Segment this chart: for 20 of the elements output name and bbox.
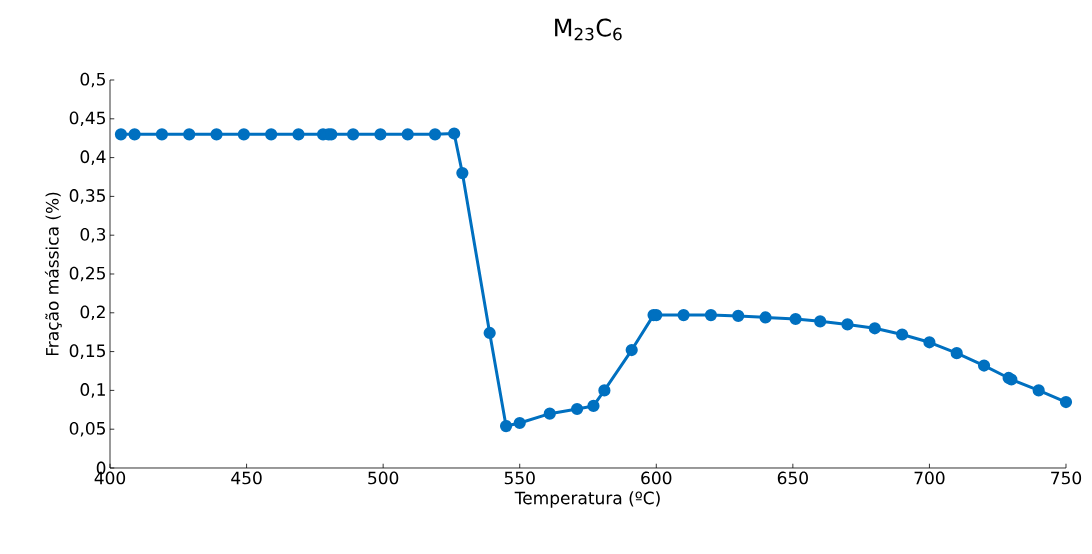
- x-axis-title: Temperatura (ºC): [514, 491, 660, 508]
- y-tick-label: 0,3: [80, 227, 106, 243]
- x-tick-label: 600: [641, 471, 672, 485]
- y-tick-label: 0,25: [69, 266, 105, 282]
- y-tick-label: 0,4: [80, 150, 106, 165]
- x-tick-label: 450: [231, 471, 262, 485]
- x-tick-label: 550: [504, 471, 535, 485]
- chart-title: M$_{23}$C$_{6}$: [555, 18, 622, 41]
- y-tick-label: 0,05: [69, 421, 105, 437]
- x-tick-label: 500: [368, 471, 399, 485]
- y-tick-label: 0,45: [69, 111, 105, 127]
- y-tick-label: 0,15: [69, 344, 105, 359]
- y-tick-label: 0,1: [80, 383, 105, 398]
- x-tick-label: 750: [1051, 471, 1082, 485]
- x-tick-label: 700: [914, 471, 945, 485]
- y-axis-title: Fração mássica (%): [44, 192, 62, 356]
- y-tick-label: 0,2: [80, 305, 105, 321]
- y-tick-label: 0,5: [80, 72, 105, 88]
- x-tick-label: 650: [777, 471, 808, 485]
- y-tick-label: 0,35: [69, 189, 105, 204]
